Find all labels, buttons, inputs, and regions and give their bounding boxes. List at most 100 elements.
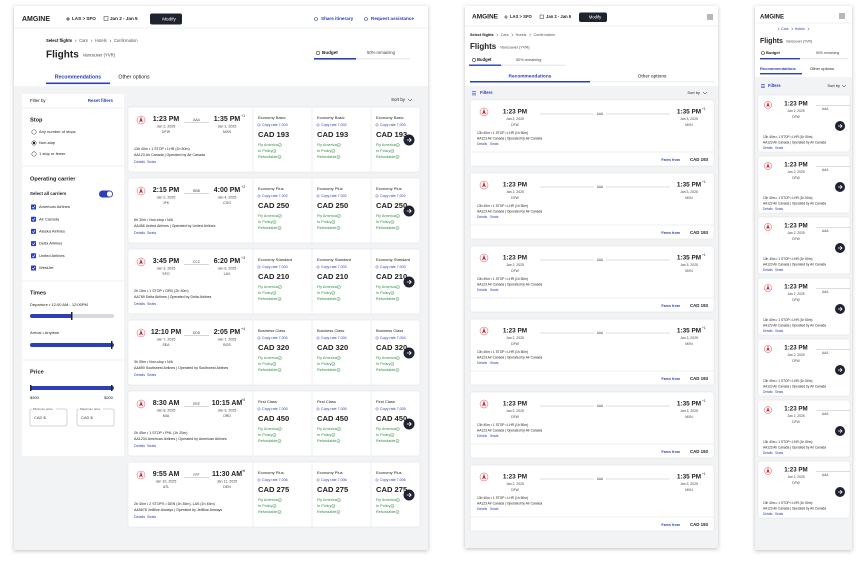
breadcrumb-item[interactable]: Select flights: [470, 33, 494, 37]
seats-link[interactable]: Seats: [490, 215, 499, 219]
modify-button[interactable]: [150, 13, 182, 25]
assist-link[interactable]: Request assistance: [371, 16, 414, 21]
fare-rate[interactable]: Copy rate 7,002: [321, 123, 347, 127]
breadcrumb-item[interactable]: Cars: [501, 33, 509, 37]
breadcrumb-item[interactable]: Hotels: [516, 33, 527, 37]
seats-link[interactable]: Seats: [775, 390, 784, 394]
fare-rate[interactable]: Copy rate 7,003: [262, 265, 288, 269]
fare-rate[interactable]: Copy rate 7,002: [321, 194, 347, 198]
fare-rate[interactable]: Copy rate 7,005: [321, 407, 347, 411]
fare-rate[interactable]: Copy rate 7,005: [380, 407, 406, 411]
modify-button[interactable]: [579, 12, 607, 23]
sort-label[interactable]: Sort by: [827, 83, 840, 88]
modify-label[interactable]: Modify: [162, 16, 176, 21]
seats-link[interactable]: Seats: [775, 512, 784, 516]
checkbox[interactable]: [31, 216, 36, 222]
slider-handle[interactable]: [111, 385, 113, 391]
budget-icon: [315, 50, 321, 56]
fare-rate[interactable]: Copy rate 7,006: [380, 478, 406, 482]
details-link[interactable]: Details: [763, 390, 773, 394]
depart-date: Jan 2, 2025: [157, 124, 176, 128]
checkbox[interactable]: [31, 228, 36, 234]
filters-button[interactable]: Filters: [480, 90, 493, 95]
breadcrumb-item[interactable]: Select flights: [46, 38, 73, 43]
sort-label[interactable]: Sort by: [391, 97, 406, 102]
breadcrumb-item[interactable]: Hotels: [95, 38, 107, 43]
fare-rate[interactable]: Copy rate 7,005: [262, 407, 288, 411]
seats-link[interactable]: Seats: [490, 288, 499, 292]
fare-rate[interactable]: Copy rate 7,004: [262, 336, 288, 340]
seats-link[interactable]: Seats: [490, 142, 499, 146]
breadcrumb-item[interactable]: Hotels: [795, 27, 805, 31]
fare-rate[interactable]: Copy rate 7,002: [380, 194, 406, 198]
details-link[interactable]: Details: [763, 512, 773, 516]
tab[interactable]: Recommendations: [760, 66, 797, 71]
fare-rate[interactable]: Copy rate 7,003: [380, 265, 406, 269]
seats-link[interactable]: Seats: [775, 329, 784, 333]
details-link[interactable]: Details: [477, 215, 487, 219]
checkbox[interactable]: [31, 241, 36, 247]
fare-rate[interactable]: Copy rate 7,004: [321, 336, 347, 340]
seats-link[interactable]: Seats: [147, 444, 156, 448]
tab[interactable]: Other options: [118, 74, 150, 80]
details-link[interactable]: Details: [134, 444, 145, 448]
seats-link[interactable]: Seats: [775, 207, 784, 211]
details-link[interactable]: Details: [763, 451, 773, 455]
checkbox[interactable]: [31, 265, 36, 271]
details-link[interactable]: Details: [763, 146, 773, 150]
details-link[interactable]: Details: [763, 268, 773, 272]
radio[interactable]: [31, 129, 37, 135]
breadcrumb-item[interactable]: Confirmation: [114, 38, 138, 43]
fare-rate[interactable]: Copy rate 7,002: [262, 194, 288, 198]
tab[interactable]: Other options: [638, 73, 667, 79]
fare-rate[interactable]: Copy rate 7,003: [321, 265, 347, 269]
seats-link[interactable]: Seats: [490, 434, 499, 438]
checkbox[interactable]: [31, 253, 36, 259]
breadcrumb-item[interactable]: Confirmation: [533, 33, 555, 37]
fare-rate[interactable]: Copy rate 7,006: [321, 478, 347, 482]
tab[interactable]: Recommendations: [55, 74, 102, 80]
slider-handle[interactable]: [111, 341, 113, 349]
details-link[interactable]: Details: [763, 329, 773, 333]
breadcrumb-item[interactable]: Cars: [79, 38, 88, 43]
details-link[interactable]: Details: [477, 142, 487, 146]
fare-rate[interactable]: Copy rate 7,003: [262, 123, 288, 127]
seats-link[interactable]: Seats: [147, 231, 156, 235]
breadcrumb-item[interactable]: Cars: [781, 27, 789, 31]
details-link[interactable]: Details: [477, 361, 487, 365]
seats-link[interactable]: Seats: [147, 160, 156, 164]
fare-tag: Refundable: [317, 226, 336, 230]
seats-link[interactable]: Seats: [490, 361, 499, 365]
checkbox[interactable]: [31, 204, 36, 210]
radio[interactable]: [31, 151, 37, 157]
seats-link[interactable]: Seats: [775, 268, 784, 272]
details-link[interactable]: Details: [134, 302, 145, 306]
fare-rate[interactable]: Copy rate 7,003: [380, 123, 406, 127]
modify-label[interactable]: Modify: [589, 15, 602, 20]
details-link[interactable]: Details: [134, 373, 145, 377]
slider-handle[interactable]: [30, 385, 32, 391]
slider-handle[interactable]: [71, 312, 73, 320]
details-link[interactable]: Details: [134, 231, 145, 235]
seats-link[interactable]: Seats: [775, 451, 784, 455]
details-link[interactable]: Details: [477, 434, 487, 438]
details-link[interactable]: Details: [477, 288, 487, 292]
details-link[interactable]: Details: [134, 160, 145, 164]
details-link[interactable]: Details: [763, 207, 773, 211]
fare-rate[interactable]: Copy rate 7,006: [262, 478, 288, 482]
seats-link[interactable]: Seats: [147, 302, 156, 306]
sort-label[interactable]: Sort by: [687, 90, 700, 95]
seats-link[interactable]: Seats: [490, 507, 499, 511]
seats-link[interactable]: Seats: [147, 515, 156, 519]
tab[interactable]: Other options: [810, 66, 834, 71]
seats-link[interactable]: Seats: [147, 373, 156, 377]
fare-rate[interactable]: Copy rate 7,004: [380, 336, 406, 340]
filters-button[interactable]: Filters: [768, 83, 781, 88]
details-link[interactable]: Details: [134, 515, 145, 519]
seats-link[interactable]: Seats: [775, 146, 784, 150]
tab[interactable]: Recommendations: [509, 73, 552, 79]
share-link[interactable]: Share itinerary: [321, 16, 354, 21]
details-link[interactable]: Details: [477, 507, 487, 511]
reset-link[interactable]: Reset filters: [88, 98, 114, 103]
fare-tag: Refundable: [376, 226, 395, 230]
